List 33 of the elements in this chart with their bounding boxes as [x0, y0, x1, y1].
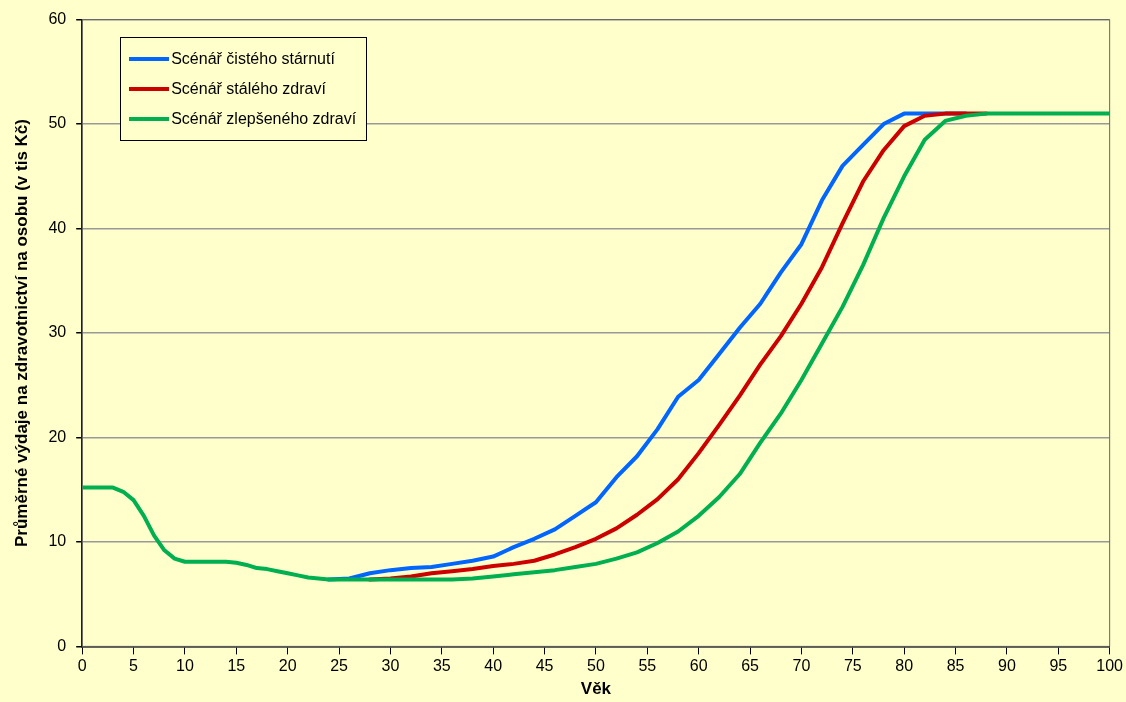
y-tick-label: 20	[48, 427, 67, 445]
x-tick-label: 50	[587, 657, 605, 675]
x-tick-label: 65	[741, 657, 760, 675]
x-tick-label: 95	[1049, 657, 1068, 675]
y-tick-label: 30	[48, 323, 67, 341]
x-tick-label: 45	[535, 657, 554, 675]
x-tick-label: 100	[1096, 657, 1124, 675]
x-tick-label: 25	[330, 657, 349, 675]
x-tick-label: 85	[946, 657, 965, 675]
x-tick-label: 30	[381, 657, 400, 675]
legend-label: Scénář zlepšeného zdraví	[171, 109, 357, 128]
legend-label: Scénář stálého zdraví	[171, 79, 326, 98]
y-tick-label: 0	[57, 636, 67, 654]
y-tick-label: 40	[48, 218, 67, 236]
y-axis-title: Průměrné výdaje na zdravotnictví na osobu (v tis Kč)	[11, 119, 31, 547]
x-tick-label: 5	[129, 657, 139, 675]
x-tick-label: 70	[792, 657, 811, 675]
x-tick-label: 0	[77, 657, 87, 675]
x-tick-label: 15	[227, 657, 246, 675]
y-tick-label: 10	[48, 532, 67, 550]
x-tick-label: 35	[432, 657, 451, 675]
x-tick-label: 60	[689, 657, 708, 675]
y-tick-label: 50	[48, 114, 67, 132]
x-tick-label: 90	[998, 657, 1016, 675]
x-tick-label: 75	[843, 657, 862, 675]
x-axis-title: Věk	[580, 679, 612, 699]
x-tick-label: 40	[484, 657, 503, 675]
x-tick-label: 80	[895, 657, 914, 675]
x-tick-label: 20	[278, 657, 297, 675]
x-tick-label: 55	[638, 657, 657, 675]
y-tick-label: 60	[48, 10, 67, 28]
legend-label: Scénář čistého stárnutí	[171, 49, 335, 68]
x-tick-label: 10	[176, 657, 194, 675]
